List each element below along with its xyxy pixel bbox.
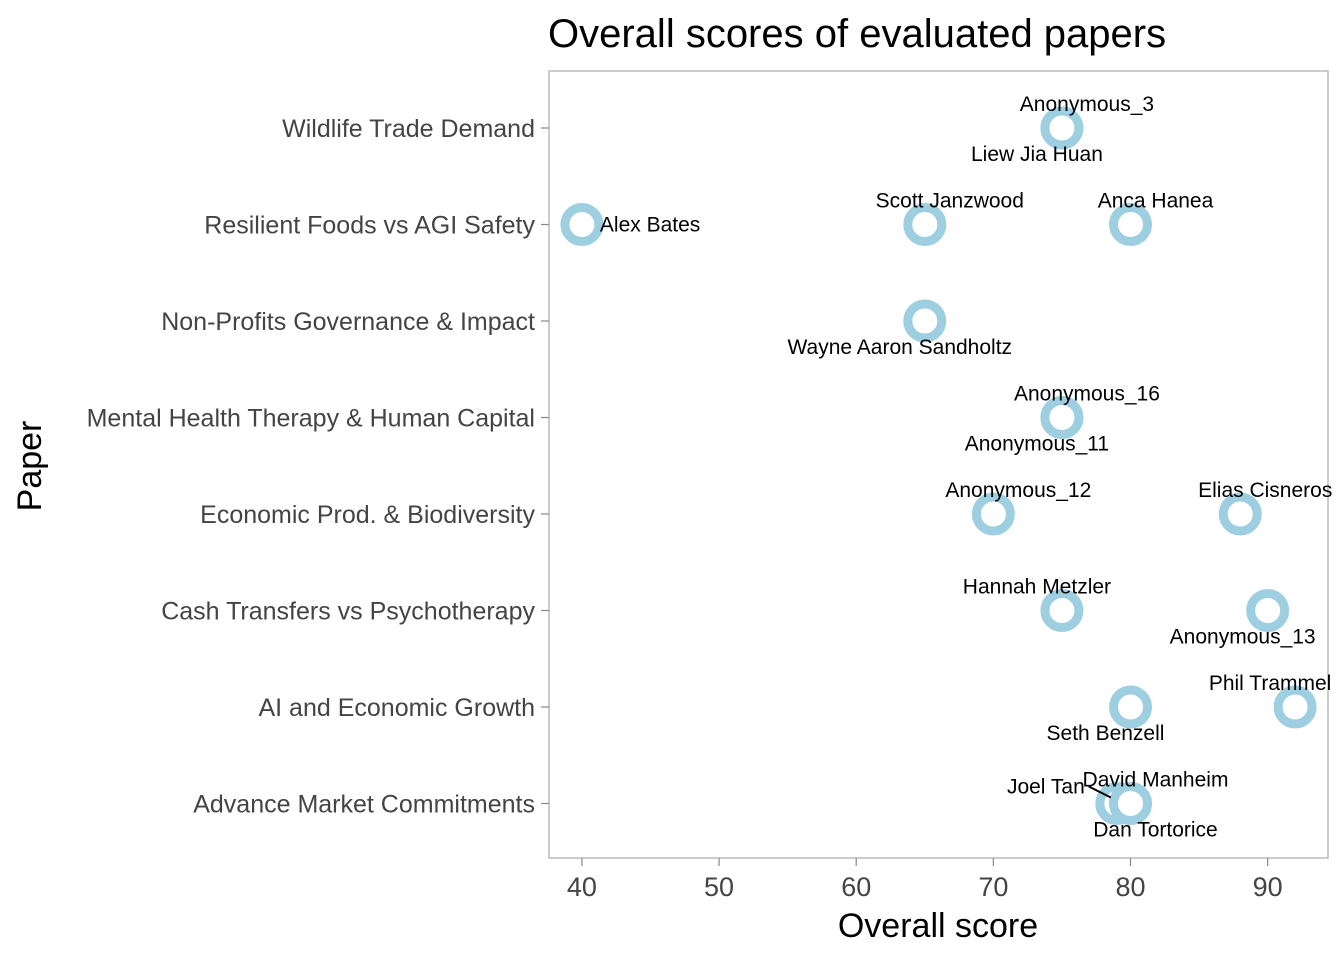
data-points (560, 106, 1317, 825)
point-label-anonymous-3: Anonymous_3 (1020, 93, 1154, 116)
point-alex-bates (560, 203, 604, 246)
point-label-phil-trammel: Phil Trammel (1209, 672, 1332, 695)
x-tick-label-80: 80 (1115, 872, 1145, 902)
point-label-anonymous-16: Anonymous_16 (1014, 383, 1160, 406)
point-anonymous-12 (971, 492, 1015, 536)
y-axis-title: Paper (11, 421, 49, 512)
point-anca-hanea (1109, 203, 1153, 246)
point-scott-janzwood (903, 203, 947, 246)
point-label-liew-jia-huan: Liew Jia Huan (971, 143, 1103, 166)
y-tick-label-ai-and-economic-growth: AI and Economic Growth (258, 694, 535, 722)
x-tick-label-60: 60 (841, 872, 871, 902)
plot-panel (548, 70, 1329, 859)
point-seth-benzell (1109, 685, 1153, 729)
y-tick-label-non-profits-governance-impact: Non-Profits Governance & Impact (161, 308, 535, 336)
label-leader-line (1088, 785, 1112, 799)
y-tick-label-mental-health-therapy-human-capital: Mental Health Therapy & Human Capital (87, 405, 535, 433)
point-label-anonymous-11: Anonymous_11 (965, 433, 1109, 456)
point-label-anonymous-13: Anonymous_13 (1170, 626, 1316, 649)
point-label-alex-bates: Alex Bates (600, 214, 700, 237)
point-label-anonymous-12: Anonymous_12 (945, 479, 1091, 502)
point-elias-cisneros (1218, 492, 1262, 536)
y-tick-label-cash-transfers-vs-psychotherapy: Cash Transfers vs Psychotherapy (161, 598, 535, 626)
point-label-anca-hanea: Anca Hanea (1098, 190, 1214, 213)
y-tick-label-economic-prod-biodiversity: Economic Prod. & Biodiversity (200, 501, 535, 529)
chart-title: Overall scores of evaluated papers (548, 12, 1166, 56)
point-anonymous-11 (1040, 396, 1084, 439)
point-wayne-aaron-sandholtz (903, 299, 947, 343)
point-hannah-metzler (1040, 589, 1084, 632)
point-label-joel-tan: Joel Tan (1007, 776, 1085, 799)
y-tick-label-advance-market-commitments: Advance Market Commitments (193, 791, 535, 819)
point-label-dan-tortorice: Dan Tortorice (1093, 819, 1218, 842)
y-axis: Wildlife Trade Demand Resilient Foods vs … (87, 115, 549, 819)
point-label-elias-cisneros: Elias Cisneros (1198, 479, 1332, 502)
point-liew-jia-huan (1040, 106, 1084, 150)
x-axis-title: Overall score (838, 907, 1038, 945)
point-label-wayne-aaron-sandholtz: Wayne Aaron Sandholtz (788, 336, 1013, 359)
point-label-seth-benzell: Seth Benzell (1047, 722, 1165, 745)
x-tick-label-50: 50 (704, 872, 734, 902)
x-axis: 40 50 60 70 80 90 (567, 858, 1283, 902)
point-dan-tortorice (1109, 782, 1153, 825)
point-labels: Anonymous_3 Liew Jia Huan Alex Bates Scott … (600, 93, 1332, 842)
x-tick-label-70: 70 (978, 872, 1008, 902)
point-label-david-manheim: David Manheim (1083, 769, 1229, 792)
point-label-hannah-metzler: Hannah Metzler (963, 576, 1111, 599)
point-phil-trammel (1273, 685, 1317, 729)
y-tick-label-wildlife-trade-demand: Wildlife Trade Demand (282, 115, 535, 143)
point-label-scott-janzwood: Scott Janzwood (876, 190, 1024, 213)
x-tick-label-90: 90 (1253, 872, 1283, 902)
point-anonymous-13 (1246, 589, 1290, 632)
x-tick-label-40: 40 (567, 872, 597, 902)
y-tick-label-resilient-foods-vs-agi-safety: Resilient Foods vs AGI Safety (204, 212, 535, 240)
